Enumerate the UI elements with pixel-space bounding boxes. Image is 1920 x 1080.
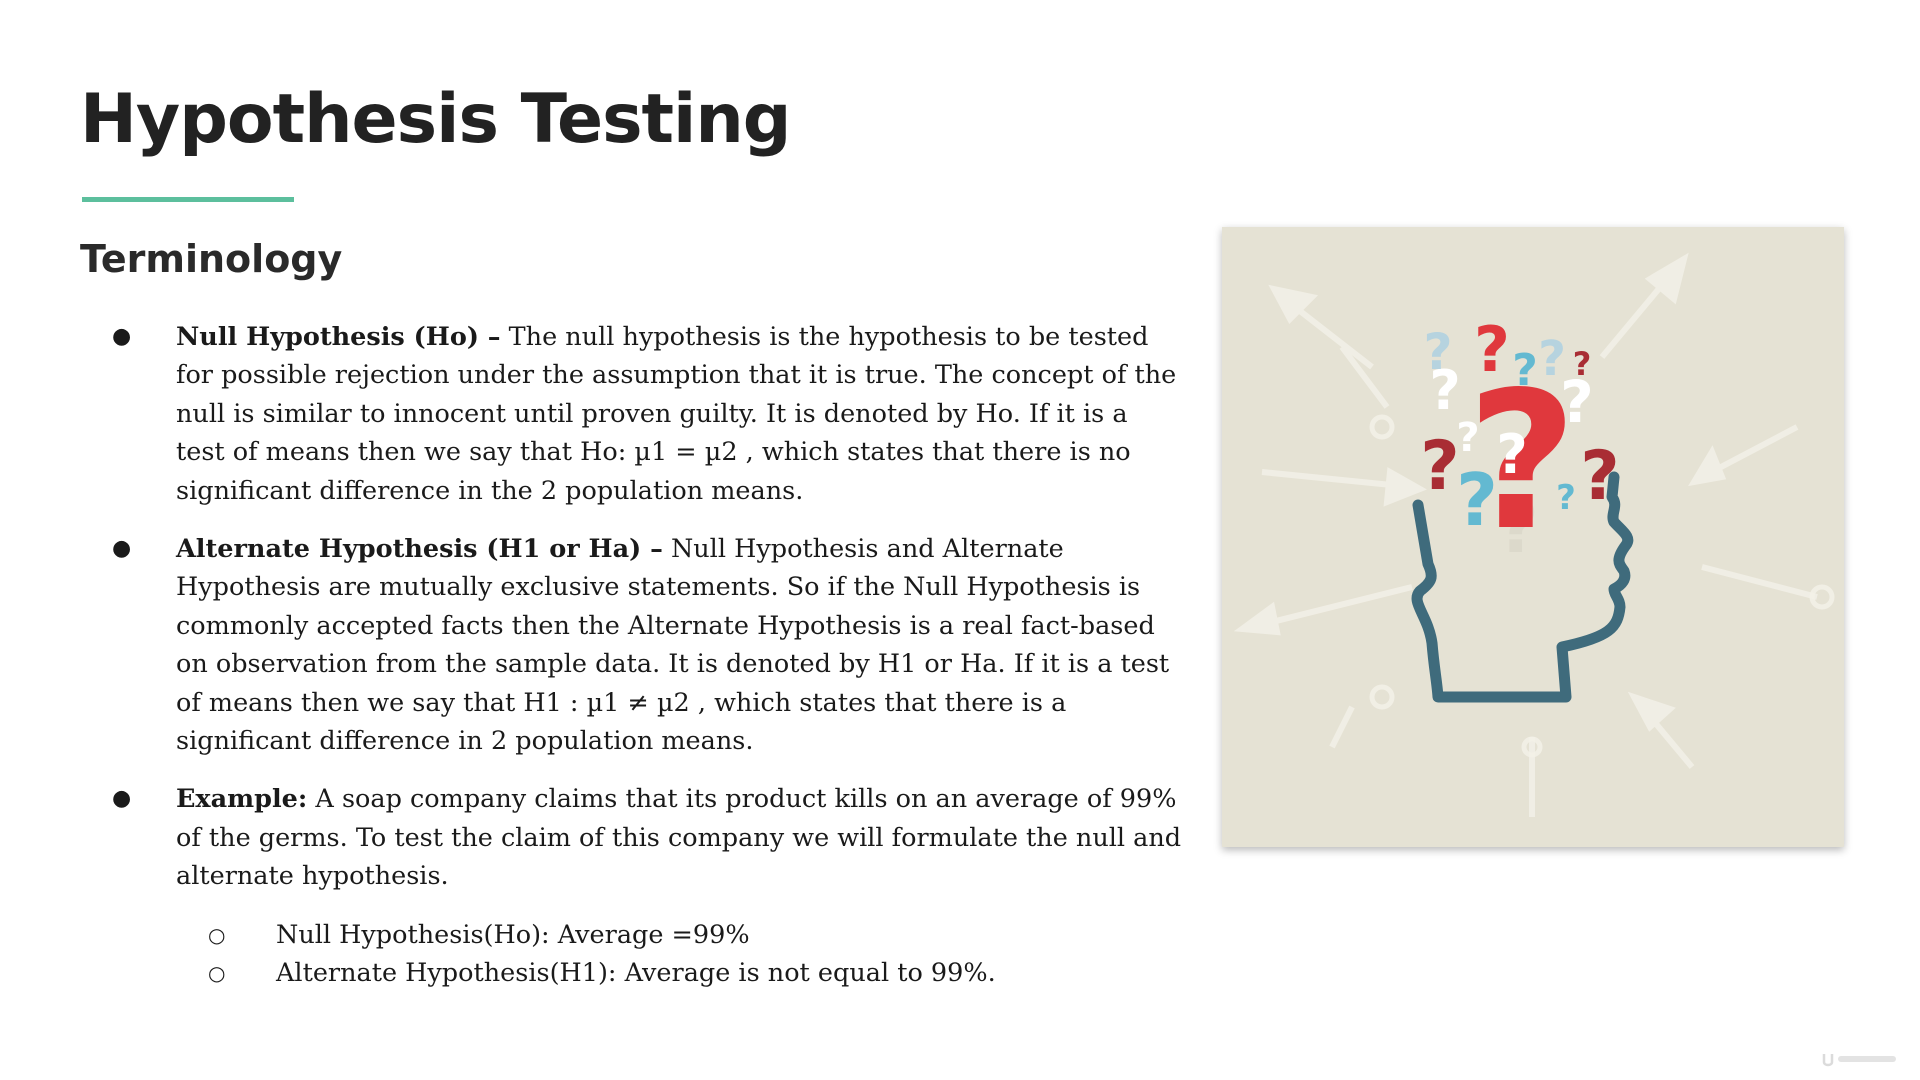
svg-text:?: ? (1538, 331, 1566, 387)
bullet-term: Example: (176, 784, 308, 815)
hollow-circle-bullet-icon: ○ (208, 961, 226, 986)
svg-text:?: ? (1456, 415, 1479, 461)
bullet-text: Null Hypothesis (Ho) – The null hypothes… (176, 318, 1184, 510)
svg-text:?: ? (1420, 427, 1459, 506)
sub-item-text: Alternate Hypothesis(H1): Average is not… (276, 958, 996, 989)
sub-item-text: Null Hypothesis(Ho): Average =99% (276, 919, 750, 950)
udemy-watermark-logo (1822, 1054, 1896, 1067)
svg-text:?: ? (1456, 458, 1498, 542)
svg-text:?: ? (1423, 323, 1452, 381)
page-title: Hypothesis Testing (80, 80, 791, 159)
bullet-list: ● Null Hypothesis (Ho) – The null hypoth… (104, 318, 1184, 993)
bullet-dot-icon: ● (112, 324, 132, 349)
svg-text:?: ? (1496, 423, 1527, 486)
svg-text:?: ? (1573, 345, 1592, 383)
bullet-description: The null hypothesis is the hypothesis to… (176, 322, 1177, 506)
bullet-dot-icon: ● (112, 786, 132, 812)
svg-text:?: ? (1474, 313, 1510, 386)
sub-list-item: ○ Alternate Hypothesis(H1): Average is n… (104, 954, 1184, 992)
section-subtitle: Terminology (80, 237, 343, 281)
svg-text:?: ? (1580, 437, 1619, 516)
bullet-example: ● Example: A soap company claims that it… (104, 780, 1184, 895)
example-sub-list: ○ Null Hypothesis(Ho): Average =99% ○ Al… (104, 916, 1184, 993)
title-underline (82, 197, 294, 202)
bullet-term: Null Hypothesis (Ho) – (176, 322, 501, 352)
head-with-question-marks-icon: ? ? ? ? ? ? ? ? ? ? ? ? ? ? ? (1233, 252, 1835, 817)
bullet-description: A soap company claims that its product k… (176, 784, 1182, 892)
bullet-null-hypothesis: ● Null Hypothesis (Ho) – The null hypoth… (104, 318, 1184, 510)
illustration-panel: ? ? ? ? ? ? ? ? ? ? ? ? ? ? ? (1222, 227, 1844, 847)
bullet-text: Example: A soap company claims that its … (176, 780, 1184, 895)
svg-text:?: ? (1497, 485, 1539, 569)
bullet-description: Null Hypothesis and Alternate Hypothesis… (176, 534, 1170, 757)
svg-text:?: ? (1512, 345, 1538, 396)
hollow-circle-bullet-icon: ○ (208, 922, 226, 947)
bullet-text: Alternate Hypothesis (H1 or Ha) – Null H… (176, 530, 1184, 760)
svg-text:?: ? (1556, 478, 1576, 518)
svg-text:?: ? (1429, 359, 1460, 422)
svg-text:?: ? (1467, 351, 1577, 572)
bullet-alternate-hypothesis: ● Alternate Hypothesis (H1 or Ha) – Null… (104, 530, 1184, 760)
bullet-dot-icon: ● (112, 536, 132, 562)
sub-list-item: ○ Null Hypothesis(Ho): Average =99% (104, 916, 1184, 954)
svg-text:?: ? (1560, 368, 1594, 436)
bullet-term: Alternate Hypothesis (H1 or Ha) – (176, 534, 663, 565)
